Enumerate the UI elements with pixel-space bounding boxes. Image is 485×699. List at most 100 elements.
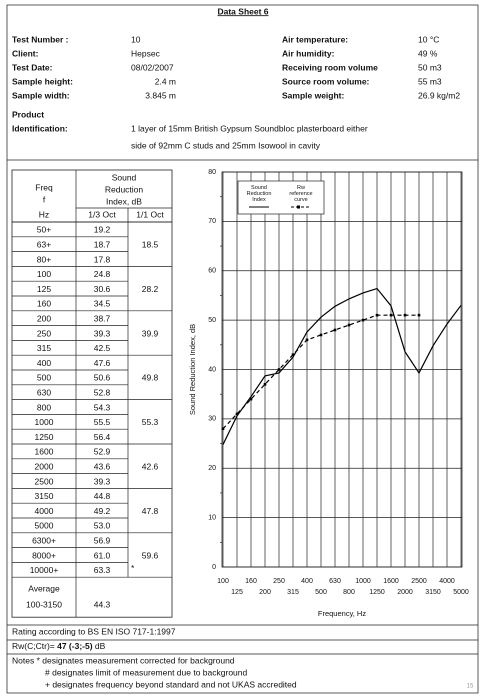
series-marker — [263, 383, 267, 386]
field-value: Hepsec — [131, 48, 161, 58]
octave-cell: 39.9 — [142, 328, 159, 338]
freq-cell: 50+ — [37, 225, 51, 235]
table-header: f — [43, 194, 46, 204]
page-number: 15 — [467, 684, 474, 690]
value-cell: 52.9 — [94, 447, 111, 457]
y-tick-label: 30 — [208, 416, 216, 423]
value-cell: 52.8 — [94, 387, 111, 397]
value-cell: 38.7 — [94, 313, 111, 323]
x-tick-label: 100 — [217, 578, 229, 585]
x-tick-label: 800 — [343, 589, 355, 596]
series-marker — [389, 313, 393, 317]
note: + designates frequency beyond standard a… — [45, 679, 297, 689]
legend-label: Sound Reduction Index — [247, 185, 272, 203]
note: Notes * designates measurement corrected… — [12, 655, 235, 665]
table-header: Freq — [35, 182, 53, 192]
series-marker — [417, 313, 421, 317]
rw-line: Rw(C;Ctr)= 47 (-3;-5) dB — [12, 641, 106, 651]
table-header: 1/3 Oct — [88, 209, 116, 219]
y-tick-label: 0 — [212, 564, 216, 571]
legend-label: Rw reference curve — [289, 185, 312, 203]
value-cell: 30.6 — [94, 284, 111, 294]
x-tick-label: 500 — [315, 589, 327, 596]
freq-cell: 100 — [37, 269, 51, 279]
series-marker — [347, 323, 351, 327]
field-value: 55 m3 — [418, 76, 442, 86]
value-cell: 63.3 — [94, 565, 111, 575]
legend-marker — [297, 205, 300, 209]
x-tick-label: 1250 — [369, 589, 385, 596]
table-frame — [11, 169, 173, 618]
freq-cell: 500 — [37, 373, 51, 383]
field-label: Sample width: — [12, 90, 70, 100]
freq-cell: 2000 — [35, 461, 54, 471]
octave-cell: 59.6 — [142, 550, 159, 560]
x-tick-label: 3150 — [425, 589, 441, 596]
freq-cell: 5000 — [35, 521, 54, 531]
freq-cell: 160 — [37, 299, 51, 309]
series-marker — [235, 412, 239, 416]
field-label: Receiving room volume — [282, 62, 378, 72]
series-marker — [277, 368, 281, 371]
average-value: 44.3 — [94, 599, 111, 609]
x-tick-label: 1000 — [355, 578, 371, 585]
x-tick-label: 125 — [231, 589, 243, 596]
freq-cell: 1000 — [35, 417, 54, 427]
octave-cell: 18.5 — [142, 239, 159, 249]
note: # designates limit of measurement due to… — [45, 667, 248, 677]
x-tick-label: 315 — [287, 589, 299, 596]
freq-cell: 800 — [37, 402, 51, 412]
freq-cell: 200 — [37, 313, 51, 323]
field-label: Air temperature: — [282, 34, 348, 44]
x-tick-label: 160 — [245, 578, 257, 585]
rw-label: Rw(C;Ctr)= — [12, 641, 55, 651]
freq-cell: 400 — [37, 358, 51, 368]
product-line: side of 92mm C studs and 25mm Isowool in… — [131, 140, 321, 150]
y-tick-label: 50 — [208, 317, 216, 324]
value-cell: 50.6 — [94, 373, 111, 383]
y-tick-label: 70 — [208, 218, 216, 225]
freq-cell: 4000 — [35, 506, 54, 516]
series-marker — [221, 427, 225, 431]
value-cell: 43.6 — [94, 461, 111, 471]
freq-cell: 630 — [37, 387, 51, 397]
series-marker — [305, 338, 309, 342]
value-cell: 24.8 — [94, 269, 111, 279]
octave-cell: 28.2 — [142, 284, 159, 294]
product-label: Product — [12, 109, 44, 119]
field-label: Sample height: — [12, 76, 73, 86]
field-value: 2.4 m — [155, 76, 176, 86]
table-header: Reduction — [105, 184, 144, 194]
page-border — [6, 4, 479, 694]
x-tick-label: 4000 — [439, 578, 455, 585]
field-label: Client: — [12, 48, 39, 58]
field-label: Test Number : — [12, 34, 69, 44]
value-cell: 44.8 — [94, 491, 111, 501]
x-axis-label: Frequency, Hz — [318, 609, 366, 618]
rw-value: 47 (-3;-5) — [57, 641, 93, 651]
rating-text: Rating according to BS EN ISO 717-1:1997 — [12, 626, 176, 636]
freq-cell: 315 — [37, 343, 51, 353]
value-cell: 39.3 — [94, 476, 111, 486]
freq-cell: 10000+ — [30, 565, 59, 575]
field-label: Air humidity: — [282, 48, 335, 58]
x-tick-label: 5000 — [453, 589, 469, 596]
octave-cell: 47.8 — [142, 506, 159, 516]
octave-cell: 55.3 — [142, 417, 159, 427]
value-cell: 39.3 — [94, 328, 111, 338]
x-tick-label: 1600 — [383, 578, 399, 585]
series-marker — [375, 313, 379, 317]
field-value: 3.845 m — [145, 90, 176, 100]
y-tick-label: 60 — [208, 268, 216, 275]
series-marker — [361, 318, 365, 322]
y-tick-label: 20 — [208, 465, 216, 472]
x-tick-label: 250 — [273, 578, 285, 585]
series-marker — [319, 333, 323, 337]
value-cell: 55.5 — [94, 417, 111, 427]
y-tick-label: 10 — [208, 514, 216, 521]
series-marker — [249, 397, 253, 401]
value-cell: 53.0 — [94, 521, 111, 531]
sheet-title: Data Sheet 6 — [217, 6, 268, 16]
freq-cell: 250 — [37, 328, 51, 338]
